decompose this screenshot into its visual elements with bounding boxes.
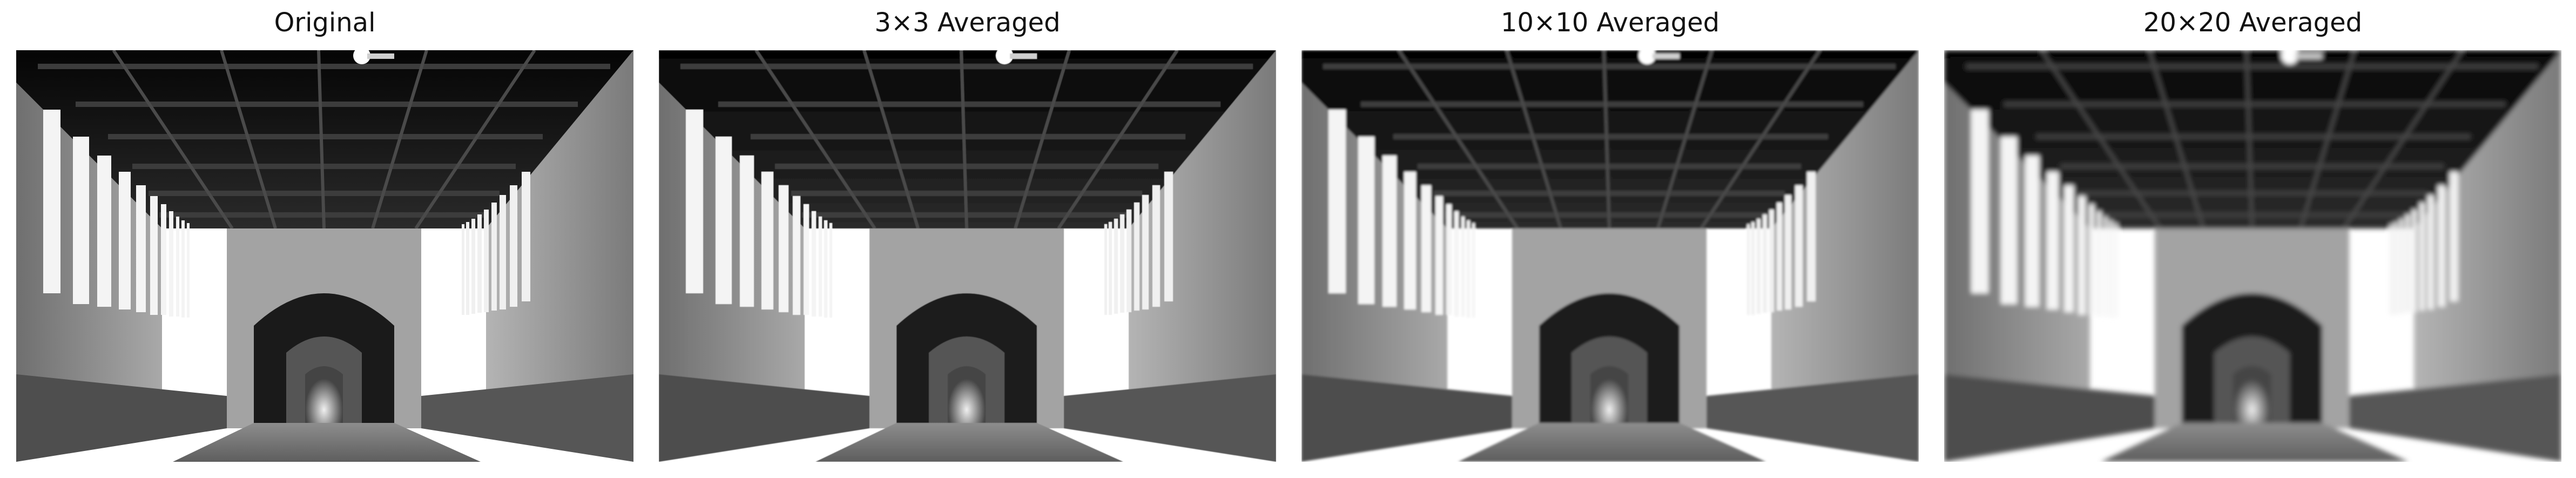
corridor-photo-blurred: [659, 50, 1276, 462]
panel-title: 3×3 Averaged: [874, 8, 1061, 38]
panel-original: Original: [16, 0, 633, 478]
panel-title: 20×20 Averaged: [2143, 8, 2363, 38]
panel-3x3: 3×3 Averaged: [659, 0, 1276, 478]
corridor-photo-blurred: [1302, 50, 1919, 462]
corridor-photo-blurred: [1944, 50, 2561, 462]
panel-title: Original: [274, 8, 376, 38]
panel-title: 10×10 Averaged: [1500, 8, 1720, 38]
panel-10x10: 10×10 Averaged: [1302, 0, 1919, 478]
panel-20x20: 20×20 Averaged: [1944, 0, 2561, 478]
corridor-photo: [16, 50, 633, 462]
